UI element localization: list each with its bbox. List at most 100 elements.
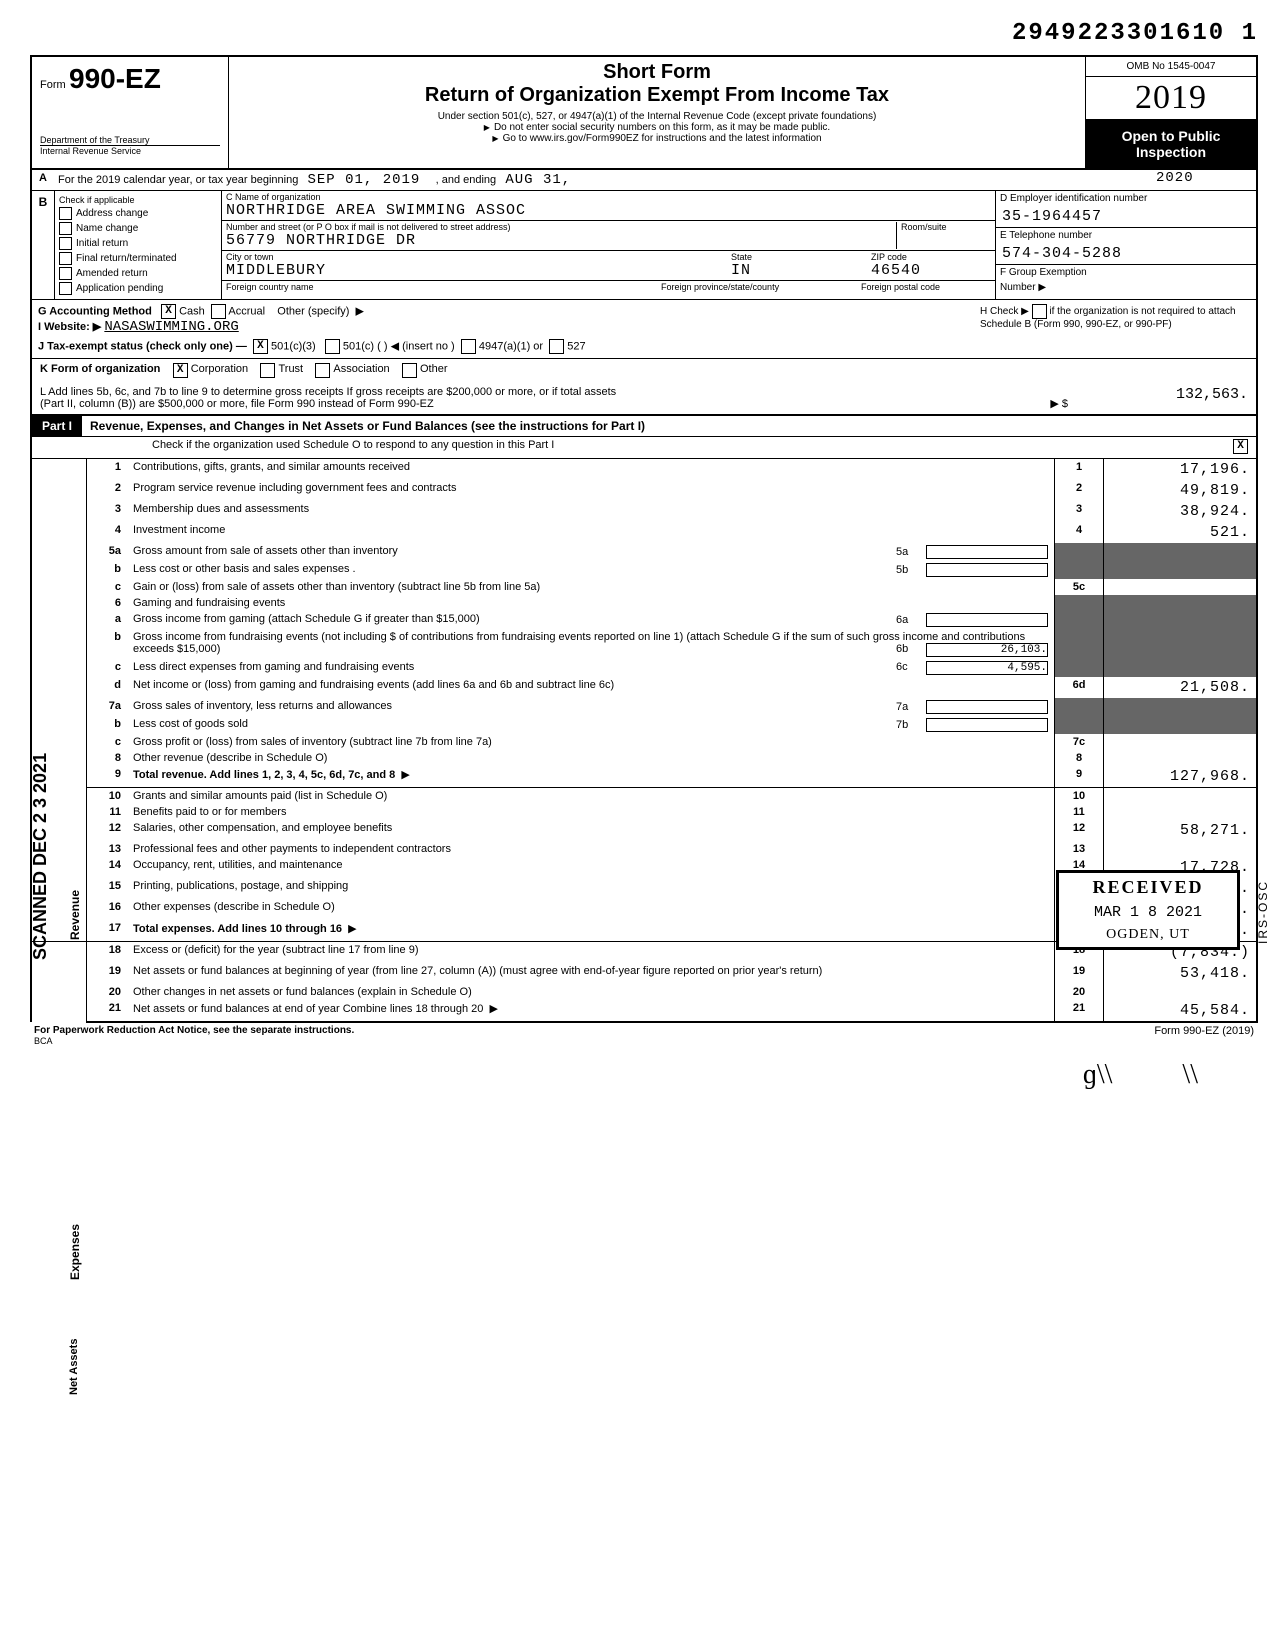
- ein: 35-1964457: [996, 206, 1256, 228]
- label-fc: Foreign country name: [226, 282, 314, 292]
- irs-label: Internal Revenue Service: [40, 145, 220, 156]
- line-3-num: 3: [87, 501, 128, 522]
- row-l-arrow: ▶ $: [1050, 397, 1068, 410]
- stamp-location: OGDEN, UT: [1063, 927, 1233, 943]
- line-8-amt: [1104, 750, 1258, 766]
- chk-name-change[interactable]: [59, 222, 72, 235]
- opt-amended: Amended return: [76, 268, 148, 279]
- label-fp: Foreign province/state/county: [661, 282, 779, 292]
- label-f-number: Number ▶: [996, 280, 1256, 295]
- row-k: K Form of organization X Corporation Tru…: [30, 359, 1258, 382]
- row-l-line1: L Add lines 5b, 6c, and 7b to line 9 to …: [40, 386, 1050, 398]
- chk-cash[interactable]: X: [161, 304, 176, 319]
- document-id: 2949223301610 1: [30, 20, 1258, 47]
- chk-4947[interactable]: [461, 339, 476, 354]
- label-g: G Accounting Method: [38, 305, 152, 317]
- line-20-num: 20: [87, 984, 128, 1000]
- received-stamp: RECEIVED MAR 1 8 2021 OGDEN, UT: [1056, 870, 1240, 950]
- chk-corp[interactable]: X: [173, 363, 188, 378]
- chk-address-change[interactable]: [59, 207, 72, 220]
- opt-501c: 501(c) (: [343, 340, 381, 352]
- chk-other-org[interactable]: [402, 363, 417, 378]
- label-zip: ZIP code: [871, 252, 991, 262]
- label-e-phone: E Telephone number: [996, 228, 1256, 243]
- line-1-box: 1: [1055, 459, 1104, 480]
- check-applicable: Check if applicable: [59, 195, 217, 205]
- label-f-group: F Group Exemption: [996, 265, 1256, 280]
- chk-assoc[interactable]: [315, 363, 330, 378]
- chk-schedule-b[interactable]: [1032, 304, 1047, 319]
- line-7b-num: b: [87, 716, 128, 734]
- side-revenue: Revenue: [68, 890, 82, 940]
- label-state: State: [731, 252, 871, 262]
- form-header: Form 990-EZ Department of the Treasury I…: [30, 55, 1258, 170]
- line-4-desc: Investment income: [127, 522, 1055, 543]
- chk-initial[interactable]: [59, 237, 72, 250]
- line-10-num: 10: [87, 788, 128, 805]
- omb-number: OMB No 1545-0047: [1086, 57, 1256, 77]
- form-number: 990-EZ: [69, 63, 161, 94]
- line-8-desc: Other revenue (describe in Schedule O): [127, 750, 1055, 766]
- line-5c-amt: [1104, 579, 1258, 595]
- row-a-tax-year: A For the 2019 calendar year, or tax yea…: [30, 170, 1258, 191]
- label-k: K Form of organization: [40, 363, 160, 378]
- line-4-amt: 521.: [1104, 522, 1258, 543]
- chk-schedule-o[interactable]: X: [1233, 439, 1248, 454]
- line-12-box: 12: [1055, 820, 1104, 841]
- part1-header: Part I Revenue, Expenses, and Changes in…: [30, 416, 1258, 437]
- org-zip: 46540: [871, 262, 991, 279]
- row-l: L Add lines 5b, 6c, and 7b to line 9 to …: [30, 382, 1258, 416]
- org-name: NORTHRIDGE AREA SWIMMING ASSOC: [226, 202, 991, 219]
- line-6b-num: b: [87, 629, 128, 659]
- dept-treasury: Department of the Treasury: [40, 135, 220, 145]
- block-bcd: B Check if applicable Address change Nam…: [30, 191, 1258, 299]
- line-6a-midbox: 6a: [896, 614, 926, 626]
- line-3-box: 3: [1055, 501, 1104, 522]
- line-4-box: 4: [1055, 522, 1104, 543]
- opt-501c3: 501(c)(3): [271, 340, 316, 352]
- line-5b-num: b: [87, 561, 128, 579]
- opt-trust: Trust: [278, 363, 303, 378]
- line-12-amt: 58,271.: [1104, 820, 1258, 841]
- label-room: Room/suite: [901, 222, 991, 232]
- tax-year: 2019: [1086, 77, 1256, 120]
- part1-title: Revenue, Expenses, and Changes in Net As…: [82, 416, 653, 436]
- chk-pending[interactable]: [59, 282, 72, 295]
- line-10-box: 10: [1055, 788, 1104, 805]
- opt-501c-b: ) ◀ (insert no ): [384, 340, 455, 352]
- label-a: A: [32, 170, 54, 190]
- chk-amended[interactable]: [59, 267, 72, 280]
- line-6b-midamt: 26,103.: [926, 643, 1048, 657]
- line-13-desc: Professional fees and other payments to …: [127, 841, 1055, 857]
- line-20-box: 20: [1055, 984, 1104, 1000]
- year-end: AUG 31,: [505, 172, 571, 188]
- line-5c-box: 5c: [1055, 579, 1104, 595]
- line-7c-num: c: [87, 734, 128, 750]
- line-5c-num: c: [87, 579, 128, 595]
- opt-initial: Initial return: [76, 238, 128, 249]
- chk-final[interactable]: [59, 252, 72, 265]
- chk-527[interactable]: [549, 339, 564, 354]
- opt-527: 527: [567, 340, 585, 352]
- chk-501c[interactable]: [325, 339, 340, 354]
- opt-final: Final return/terminated: [76, 253, 177, 264]
- line-10-amt: [1104, 788, 1258, 805]
- line-16-desc: Other expenses (describe in Schedule O): [127, 899, 1055, 920]
- chk-trust[interactable]: [260, 363, 275, 378]
- line-19-box: 19: [1055, 963, 1104, 984]
- label-i: I Website: ▶: [38, 321, 101, 333]
- opt-corp: Corporation: [191, 363, 248, 378]
- line-13-amt: [1104, 841, 1258, 857]
- line-19-num: 19: [87, 963, 128, 984]
- line-6a-num: a: [87, 611, 128, 629]
- chk-accrual[interactable]: [211, 304, 226, 319]
- line-19-amt: 53,418.: [1104, 963, 1258, 984]
- chk-501c3[interactable]: X: [253, 339, 268, 354]
- subtitle-goto: Go to www.irs.gov/Form990EZ for instruct…: [237, 133, 1077, 144]
- line-7a-desc: Gross sales of inventory, less returns a…: [133, 700, 392, 712]
- opt-assoc: Association: [333, 363, 389, 378]
- line-11-amt: [1104, 804, 1258, 820]
- line-7c-box: 7c: [1055, 734, 1104, 750]
- opt-accrual: Accrual: [228, 305, 265, 317]
- footer-form: Form 990-EZ (2019): [1154, 1025, 1254, 1047]
